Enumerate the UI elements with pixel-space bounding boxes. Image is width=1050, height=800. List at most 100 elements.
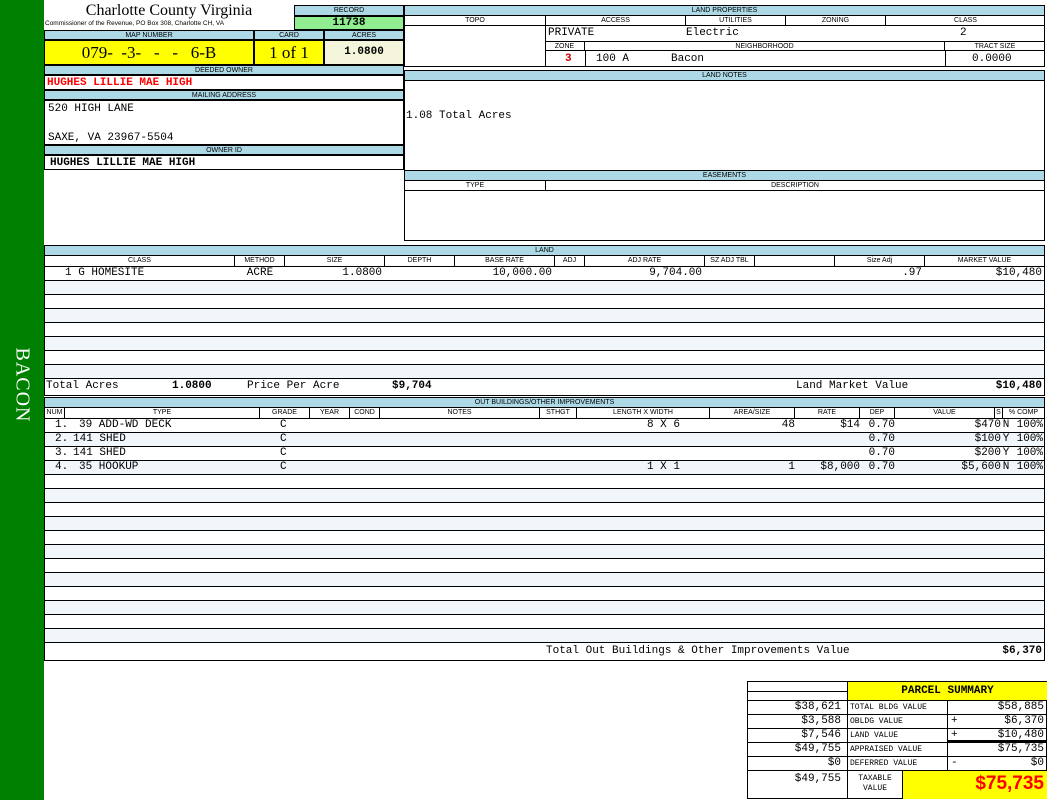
outbuilding-cell: 141 SHED (73, 447, 126, 459)
outbuilding-cell (577, 433, 710, 446)
outbuilding-row: 2. 141 SHED C 0.70 $100 Y 100% (45, 433, 1044, 447)
mailing-address: 520 HIGH LANE SAXE, VA 23967-5504 (44, 100, 404, 145)
outbuilding-cell: 1 X 1 (646, 461, 680, 473)
outbuilding-cell: N (1002, 461, 1010, 473)
neighborhood-label: NEIGHBORHOOD (585, 42, 945, 51)
outbuilding-cell (380, 419, 540, 432)
address-line-2: SAXE, VA 23967-5504 (48, 132, 174, 144)
outbuildings-column-header: NUM (45, 408, 65, 418)
summary-operator (948, 743, 1047, 757)
outbuilding-cell (795, 447, 860, 460)
utilities-value: Electric (686, 27, 739, 39)
land-title: LAND (44, 245, 1045, 256)
summary-value: $10,480 (997, 729, 1044, 741)
outbuildings-table: OUT BUILDINGS/OTHER IMPROVEMENTS NUM TYPE… (44, 397, 1045, 661)
summary-left-value: $7,546 (748, 729, 848, 743)
address-line-1: 520 HIGH LANE (48, 103, 134, 115)
sidebar-label: BACON (11, 347, 34, 423)
zoning-label: ZONING (786, 16, 886, 25)
outbuilding-row: 1. 39 ADD-WD DECK C 8 X 6 48 $14 0.70 $470 N 100% (45, 419, 1044, 433)
outbuilding-cell: C (280, 433, 287, 445)
easement-description-label: DESCRIPTION (771, 182, 819, 189)
outbuilding-cell (577, 447, 710, 460)
topo-label: TOPO (405, 16, 546, 25)
outbuilding-row (45, 615, 1044, 629)
outbuilding-cell: 4. (55, 461, 69, 473)
land-column-header: DEPTH (385, 256, 455, 266)
summary-left-value: $0 (748, 757, 848, 771)
land-market-value: $10,480 (995, 380, 1042, 392)
outbuilding-cell: 1. (55, 419, 69, 431)
land-cell (755, 267, 835, 280)
outbuilding-cell: 2. (55, 433, 69, 445)
map-number: 079- -3- - - 6-B (44, 40, 254, 65)
outbuilding-cell: N (1002, 419, 1010, 431)
map-number-label: MAP NUMBER (44, 30, 254, 40)
summary-left-value: $3,588 (748, 715, 848, 729)
outbuildings-column-header: VALUE (895, 408, 995, 418)
outbuildings-column-header: RATE (795, 408, 860, 418)
outbuilding-cell (380, 433, 540, 446)
summary-value: $6,370 (1004, 715, 1044, 727)
land-column-header: SIZE (285, 256, 385, 266)
outbuildings-column-header: DEP (860, 408, 895, 418)
land-properties-panel: LAND PROPERTIES TOPO ACCESS UTILITIES ZO… (404, 5, 1045, 67)
outbuilding-cell: $5,600 (961, 461, 1001, 473)
neighborhood-code: 100 A (596, 53, 630, 65)
easements-table: TYPE DESCRIPTION (404, 180, 1045, 241)
land-properties-title: LAND PROPERTIES (404, 5, 1045, 16)
outbuilding-cell (540, 419, 577, 432)
land-column-header: ADJ (555, 256, 585, 266)
outbuilding-cell (540, 433, 577, 446)
access-value: PRIVATE (548, 27, 595, 39)
outbuilding-cell: C (280, 447, 287, 459)
land-cell (705, 267, 755, 280)
zone-value: 3 (565, 53, 572, 65)
summary-left-value: $38,621 (748, 701, 848, 715)
outbuilding-cell (540, 447, 577, 460)
price-per-acre-value: $9,704 (392, 380, 432, 392)
land-notes-text: 1.08 Total Acres (406, 110, 512, 122)
summary-value: $75,735 (997, 743, 1044, 755)
outbuilding-cell (350, 461, 380, 474)
summary-label: TOTAL BLDG VALUE (848, 701, 948, 715)
land-cell (555, 267, 585, 280)
summary-label: APPRAISED VALUE (848, 743, 948, 757)
land-notes-body: 1.08 Total Acres (404, 80, 1045, 171)
price-per-acre-label: Price Per Acre (247, 380, 340, 392)
outbuilding-cell: 39 ADD-WD DECK (79, 419, 172, 431)
outbuilding-cell: $200 (974, 447, 1001, 459)
outbuilding-cell (710, 433, 795, 446)
land-column-header: SZ ADJ TBL (705, 256, 755, 266)
utilities-label: UTILITIES (686, 16, 786, 25)
summary-value: $58,885 (997, 701, 1044, 713)
outbuildings-column-header: LENGTH X WIDTH (577, 408, 710, 418)
outbuildings-total: $6,370 (1002, 645, 1042, 657)
outbuilding-cell: 8 X 6 (646, 419, 680, 431)
outbuildings-column-header: NOTES (380, 408, 540, 418)
office-address: Commissioner of the Revenue, PO Box 308,… (45, 20, 225, 27)
land-row (45, 337, 1044, 351)
outbuilding-cell: Y (1002, 433, 1010, 445)
taxable-left-value: $49,755 (748, 771, 848, 799)
outbuilding-cell (380, 461, 540, 474)
tract-size-label: TRACT SIZE (974, 43, 1016, 50)
mailing-address-label: MAILING ADDRESS (44, 90, 404, 100)
land-market-value-label: Land Market Value (796, 380, 909, 392)
outbuilding-cell: 0.70 (868, 433, 895, 445)
outbuildings-column-header: GRADE (260, 408, 310, 418)
county-title: Charlotte County Virginia (85, 2, 253, 19)
land-cell: .97 (902, 267, 922, 279)
outbuilding-cell (350, 433, 380, 446)
taxable-value: $75,735 (903, 771, 1047, 799)
land-column-header: CLASS (45, 256, 235, 266)
outbuilding-row (45, 545, 1044, 559)
record-label: RECORD (294, 5, 404, 16)
land-cell (385, 267, 455, 280)
summary-operator (948, 701, 1047, 715)
parcel-summary-title: PARCEL SUMMARY (848, 682, 1047, 701)
outbuilding-cell: C (280, 461, 287, 473)
summary-label: LAND VALUE (848, 729, 948, 743)
card-number: 1 of 1 (254, 40, 324, 65)
land-cell: $10,480 (995, 267, 1042, 279)
